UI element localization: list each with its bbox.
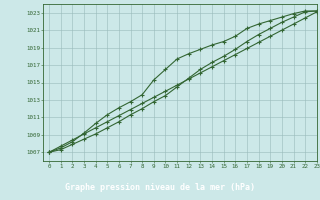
Text: Graphe pression niveau de la mer (hPa): Graphe pression niveau de la mer (hPa) xyxy=(65,182,255,192)
